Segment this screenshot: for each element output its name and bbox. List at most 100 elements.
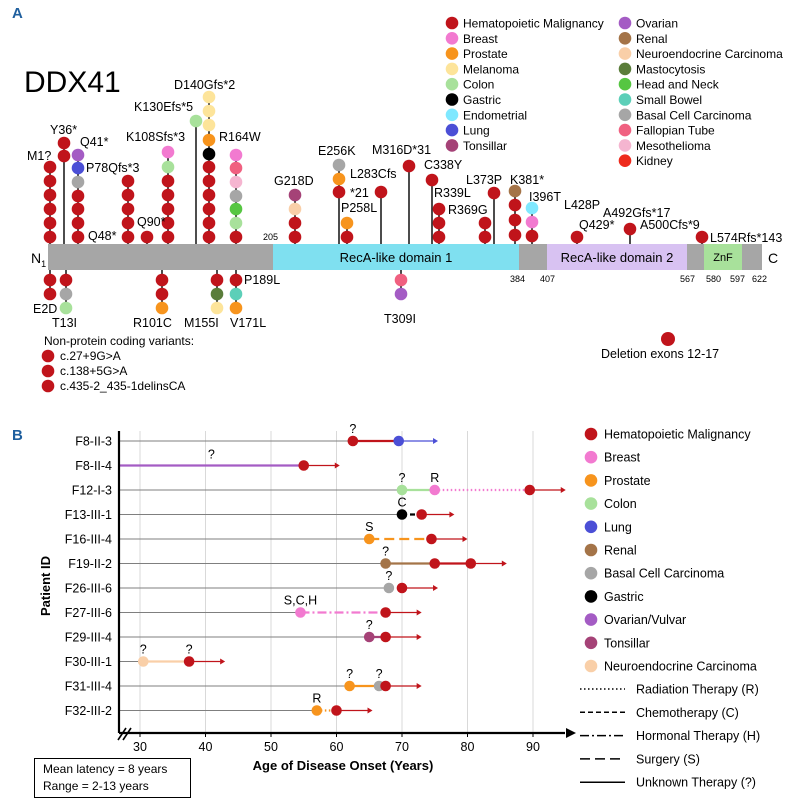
legend-label: Fallopian Tube [636,124,715,138]
variant-dot [229,202,243,216]
legend-swatch [584,474,598,487]
variant-label: I396T [529,190,561,204]
patient-row: F30-III-1?? [65,643,226,669]
onset-event [363,631,375,643]
legend-swatch [618,47,632,60]
y-axis-title: Patient ID [38,556,53,616]
variant-dot [402,159,416,173]
patient-row: F12-I-3? R [72,471,566,498]
legend-label: Prostate [604,474,651,488]
legend-swatch [618,77,632,91]
legend-swatch [445,32,459,45]
variant-label: P258L [341,201,377,215]
panel-a-label: A [12,5,23,22]
variant-dot [432,230,446,244]
variant-label: K381* [510,173,544,187]
variant-dot [229,148,243,162]
legend-swatch [445,123,459,137]
legend-label: Neuroendocrine Carcinoma [636,47,783,61]
legend-swatch [445,16,459,30]
legend-label: Breast [604,451,641,465]
patient-id: F13-III-1 [65,508,112,522]
variant-dot [155,273,169,287]
patient-id: F29-III-4 [65,631,112,645]
therapy-mark: ? [346,667,353,681]
variant-dot [71,202,85,216]
variant-dot [288,230,302,244]
variant-dot [478,216,492,230]
znf-label: ZnF [713,252,733,264]
legend-swatch [445,47,459,60]
variant-label: *21 [350,186,369,200]
variant-dot [59,301,73,315]
legend-label: Lung [604,520,632,534]
x-tick-label: 40 [199,740,213,754]
patient-id: F8-II-3 [75,435,112,449]
legend-label: Mesothelioma [636,139,711,153]
panel-b-label: B [12,427,23,444]
legend-label: Tonsillar [604,636,650,650]
legend-label: Colon [463,78,494,92]
legend-swatch [445,108,459,122]
variant-dot [71,230,85,244]
patient-row: F32-III-2 R [65,692,373,718]
variant-dot [202,216,216,230]
legend-swatch [584,427,598,441]
legend-label: Neuroendocrine Carcinoma [604,660,757,674]
noncoding-title: Non-protein coding variants: [44,334,194,348]
variant-label: P189L [244,273,280,287]
legend-swatch [445,93,459,106]
variant-dot [71,175,85,189]
onset-event [298,460,310,471]
arrow-head [367,707,373,714]
legend-label: Colon [604,497,637,511]
variant-dot [288,202,302,216]
legend-label: Endometrial [463,108,527,122]
variant-label: D140Gfs*2 [174,78,235,92]
arrow-head [560,487,566,493]
onset-event [429,484,441,496]
variant-label: E2D [33,302,57,316]
arrow-head [449,511,455,518]
legend-label: Renal [636,32,667,46]
x-tick-label: 30 [133,740,147,754]
x-tick-label: 70 [395,740,409,754]
patient-id: F26-III-6 [65,582,112,596]
timeline-rows: F8-II-3?F8-II-4?F12-I-3? RF13-III-1CF16-I… [65,422,566,718]
variant-dot [432,202,446,216]
pos-407: 407 [540,274,555,284]
patient-row: F19-II-2? [68,545,507,571]
x-axis-arrow [566,728,576,738]
legend-swatch [618,62,632,76]
variant-label: M1? [27,149,51,163]
variant-dot [394,287,408,301]
arrow-head [220,658,226,665]
patient-row: F16-III-4 S [65,520,468,547]
variant-label: T309I [384,312,416,326]
legend-swatch [584,520,598,534]
variant-dot [57,149,71,163]
legend-label: Basal Cell Carcinoma [604,567,724,581]
onset-event [465,558,477,569]
variant-dot [332,172,346,186]
onset-event [383,582,395,594]
variant-dot [570,230,584,244]
onset-event [380,607,391,618]
legend-swatch [584,590,598,603]
legend-label: Prostate [463,47,508,61]
legend-swatch [584,450,598,464]
variant-dot [43,188,57,202]
variant-dot [487,186,501,200]
onset-event [347,435,359,447]
variant-label: L574Rfs*143 [710,231,782,245]
patient-id: F12-I-3 [72,484,112,498]
variant-dot [59,287,73,301]
therapy-mark: ? [376,667,383,681]
timeline-axes [117,431,576,741]
legend-swatch [445,62,459,76]
therapy-legend-label: Radiation Therapy (R) [636,683,759,697]
arrow-head [433,585,439,591]
patient-id: F27-III-6 [65,606,112,620]
variant-label: L428P [564,198,600,212]
therapy-mark: R [312,692,321,706]
